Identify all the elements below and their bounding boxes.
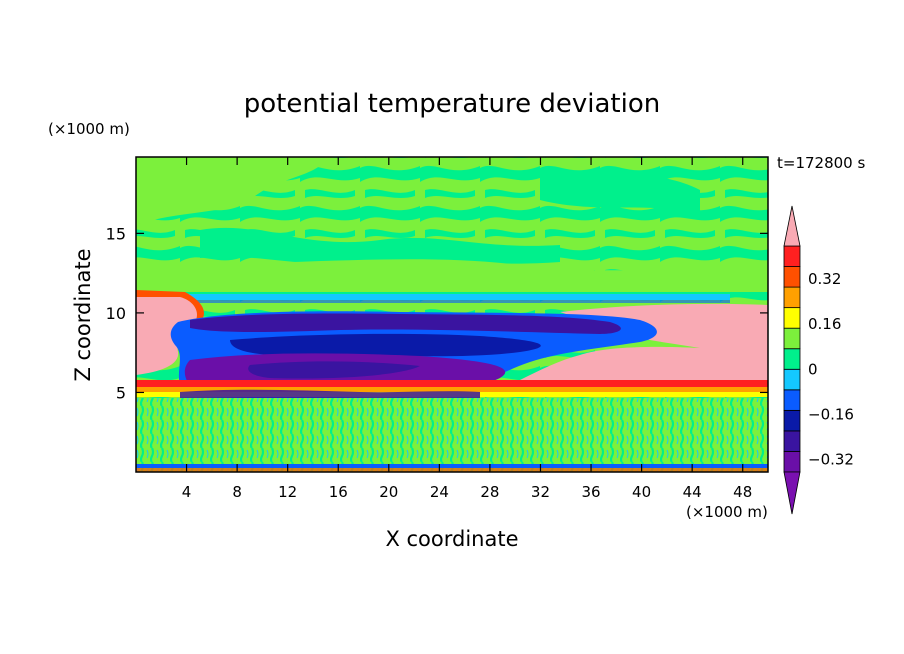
plot-frame (135, 156, 769, 473)
time-label: t=172800 s (777, 154, 865, 172)
x-axis-label: X coordinate (385, 527, 518, 551)
colorbar-swatch (783, 368, 801, 391)
x-tick-label: 16 (329, 483, 348, 501)
surface-band-2 (136, 468, 768, 472)
colorbar-swatch (783, 430, 801, 452)
x-tick-label: 24 (430, 483, 449, 501)
upper-cyan-blob (200, 227, 560, 265)
y-tick-label: 10 (106, 304, 126, 323)
cool-band-2 (170, 300, 730, 303)
mid-green-band (136, 259, 768, 292)
y-tick-label: 5 (116, 383, 126, 402)
colorbar: 0.32 0.16 0 −0.16 −0.32 (783, 205, 854, 515)
y-axis-label: Z coordinate (71, 248, 95, 381)
y-tick-label: 15 (106, 224, 126, 243)
x-units-label: (×1000 m) (686, 503, 768, 521)
colorbar-label: −0.32 (808, 451, 854, 469)
colorbar-swatch (783, 389, 801, 411)
x-tick-label: 36 (581, 483, 600, 501)
y-axis: 5 10 15 (106, 224, 768, 402)
cold-plume-mid (230, 333, 541, 357)
warm-layer-left (136, 292, 202, 375)
warm-layer-right (520, 303, 768, 380)
cold-plume-base (180, 389, 480, 398)
colorbar-over-arrow (783, 205, 801, 247)
x-tick-label: 44 (683, 483, 702, 501)
colorbar-label: −0.16 (808, 405, 854, 423)
upper-green-blob (136, 157, 330, 225)
x-tick-label: 8 (232, 483, 242, 501)
x-tick-label: 28 (480, 483, 499, 501)
colorbar-label: 0 (808, 360, 818, 378)
cool-band (170, 294, 730, 300)
colorbar-swatch (783, 245, 801, 267)
x-tick-label: 32 (531, 483, 550, 501)
colorbar-swatch (783, 266, 801, 288)
x-tick-label: 4 (182, 483, 192, 501)
colorbar-label: 0.16 (808, 315, 841, 333)
colorbar-swatch (783, 286, 801, 309)
inversion-band-2 (136, 387, 768, 392)
inversion-band (136, 380, 768, 387)
x-tick-label: 48 (733, 483, 752, 501)
upper-cyan-blob-2 (540, 170, 700, 215)
heatmap-field (136, 157, 768, 472)
cold-plume-core (248, 361, 420, 379)
x-tick-label: 12 (278, 483, 297, 501)
x-axis: 4 8 12 16 20 24 28 32 36 40 44 48 (182, 157, 752, 501)
colorbar-swatch (783, 348, 801, 370)
colorbar-swatch (783, 409, 801, 432)
x-tick-label: 20 (379, 483, 398, 501)
surface-band (136, 464, 768, 468)
chart-title: potential temperature deviation (244, 89, 660, 119)
cold-plume-upper (190, 313, 621, 334)
colorbar-swatch (783, 307, 801, 329)
colorbar-swatch (783, 451, 801, 473)
x-tick-label: 40 (632, 483, 651, 501)
colorbar-swatch (783, 327, 801, 350)
colorbar-under-arrow (783, 471, 801, 515)
warm-left-edge (136, 290, 205, 320)
colorbar-label: 0.32 (808, 270, 841, 288)
boundary-layer (136, 398, 768, 472)
y-units-label: (×1000 m) (48, 120, 130, 138)
